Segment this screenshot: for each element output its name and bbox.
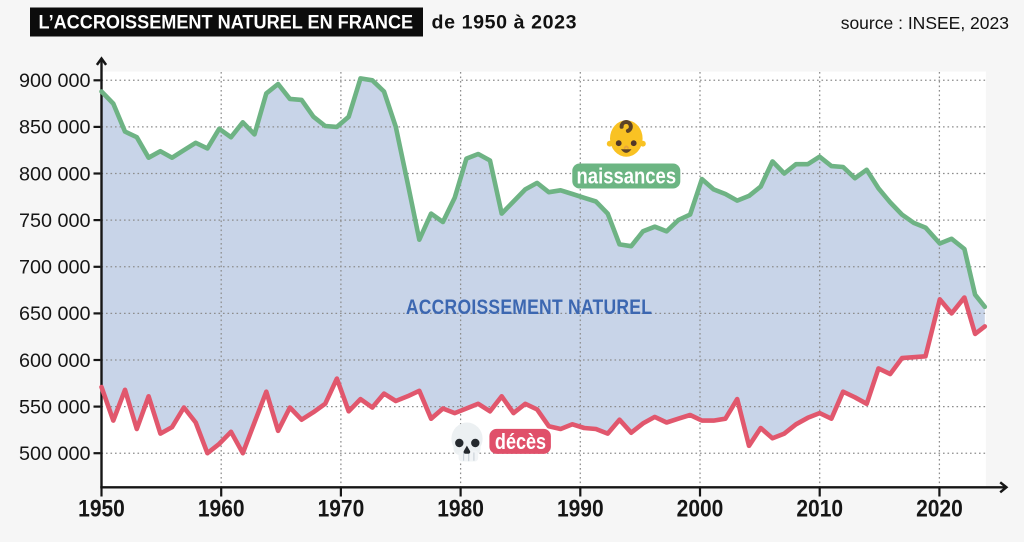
svg-text:1950: 1950: [78, 494, 125, 522]
svg-text:de 1950 à 2023: de 1950 à 2023: [432, 12, 578, 34]
svg-text:1990: 1990: [557, 494, 604, 522]
svg-text:650 000: 650 000: [19, 303, 91, 325]
svg-text:600 000: 600 000: [19, 350, 91, 372]
svg-text:850 000: 850 000: [19, 117, 91, 139]
svg-text:2020: 2020: [916, 494, 963, 522]
svg-text:800 000: 800 000: [19, 163, 91, 185]
svg-text:750 000: 750 000: [19, 210, 91, 232]
svg-text:1980: 1980: [437, 494, 484, 522]
svg-text:900 000: 900 000: [19, 70, 91, 92]
svg-text:2000: 2000: [677, 494, 724, 522]
svg-text:550 000: 550 000: [19, 396, 91, 418]
svg-text:naissances: naissances: [577, 165, 677, 189]
svg-text:500 000: 500 000: [19, 443, 91, 465]
svg-text:source : INSEE, 2023: source : INSEE, 2023: [841, 13, 1009, 33]
svg-text:700 000: 700 000: [19, 257, 91, 279]
svg-text:1970: 1970: [318, 494, 365, 522]
svg-text:décès: décès: [495, 430, 546, 454]
svg-text:2010: 2010: [796, 494, 843, 522]
svg-text:1960: 1960: [198, 494, 245, 522]
svg-text:L’ACCROISSEMENT NATUREL EN FRA: L’ACCROISSEMENT NATUREL EN FRANCE: [39, 11, 414, 33]
svg-text:ACCROISSEMENT NATUREL: ACCROISSEMENT NATUREL: [406, 295, 652, 319]
